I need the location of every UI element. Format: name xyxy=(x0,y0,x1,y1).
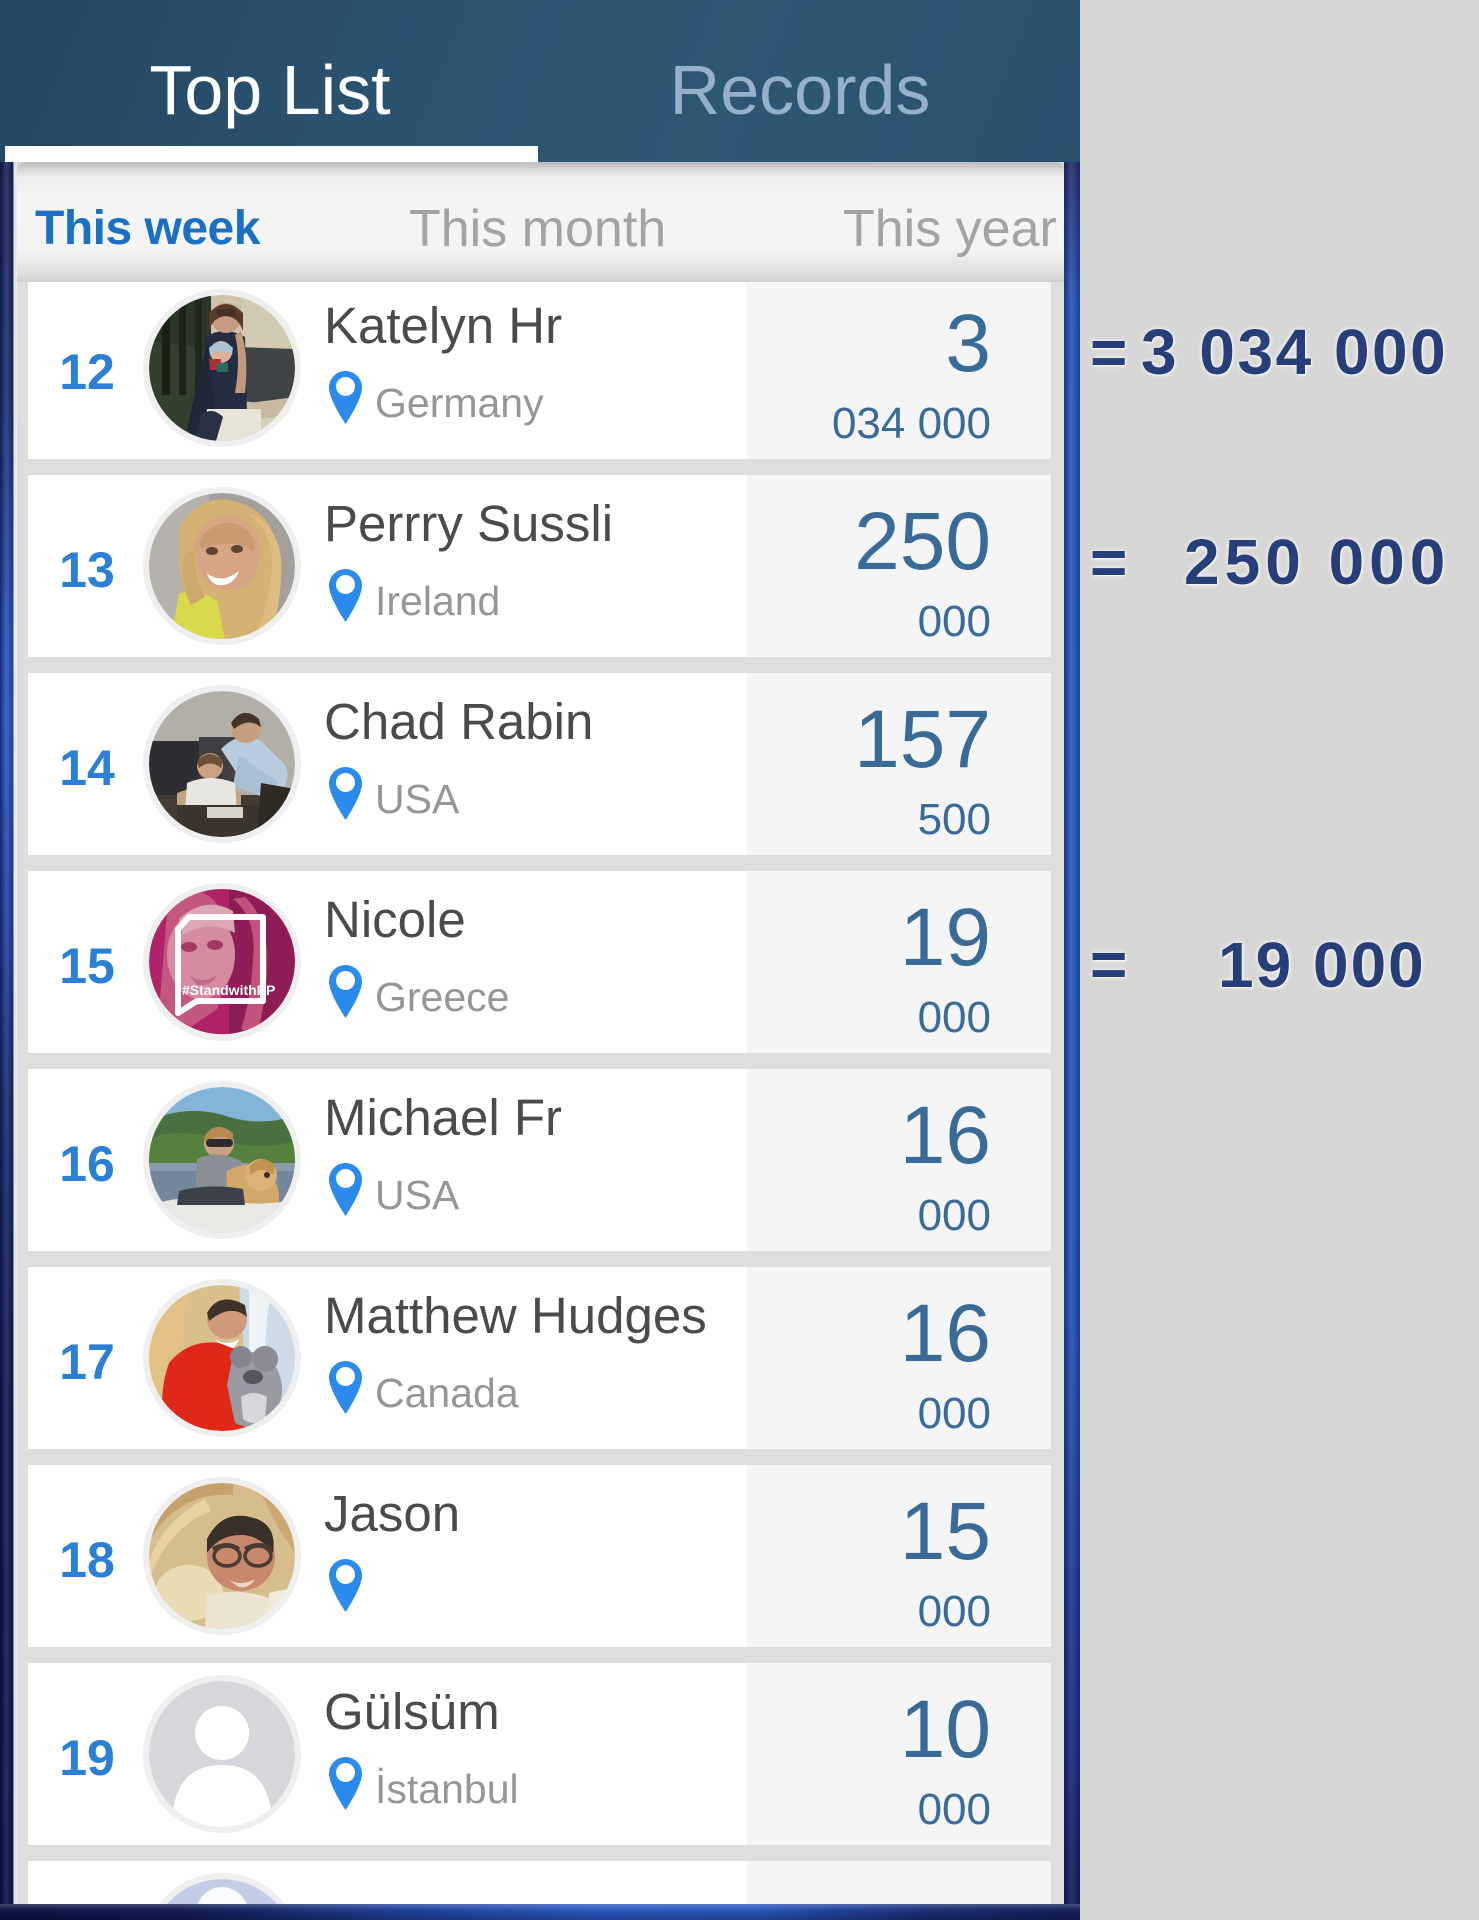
svg-text:#StandwithPP: #StandwithPP xyxy=(182,982,275,998)
